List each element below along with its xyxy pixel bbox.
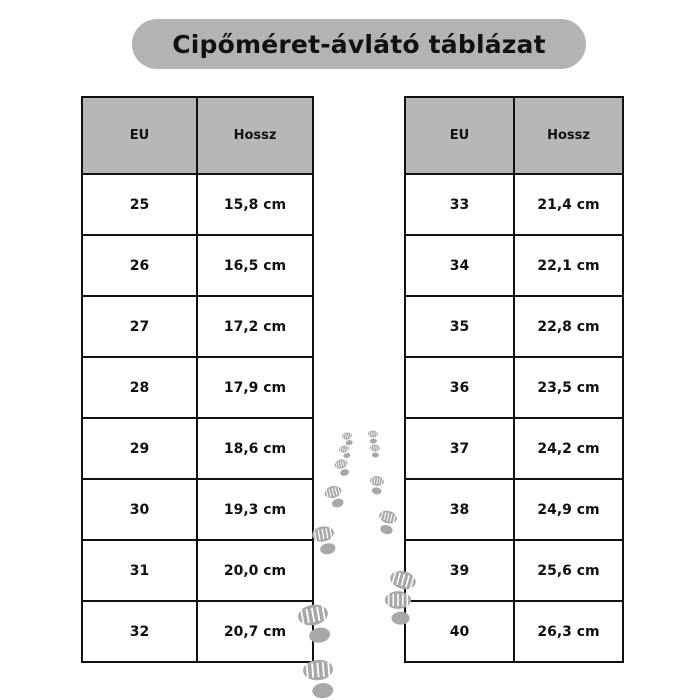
length-cell: 19,3 cm [196,478,314,541]
length-cell: 18,6 cm [196,417,314,480]
table-row: 26 16,5 cm [81,234,314,297]
table-row: 40 26,3 cm [404,600,624,663]
footprint-icon [342,432,353,446]
footprint-icon [368,430,378,444]
eu-size-cell: 27 [81,295,198,358]
length-cell: 24,2 cm [513,417,624,480]
length-cell: 20,7 cm [196,600,314,663]
header-length: Hossz [513,96,624,175]
eu-size-cell: 39 [404,539,515,602]
table-row: 30 19,3 cm [81,478,314,541]
table-row: 29 18,6 cm [81,417,314,480]
table-row: 35 22,8 cm [404,295,624,358]
length-cell: 22,8 cm [513,295,624,358]
eu-size-cell: 30 [81,478,198,541]
eu-size-cell: 26 [81,234,198,297]
eu-size-cell: 29 [81,417,198,480]
footprint-icon [312,526,336,555]
footprint-icon [370,444,380,458]
eu-size-cell: 38 [404,478,515,541]
eu-size-cell: 31 [81,539,198,602]
table-row: 37 24,2 cm [404,417,624,480]
table-row: 33 21,4 cm [404,173,624,236]
footprint-icon [324,485,344,508]
length-cell: 24,9 cm [513,478,624,541]
table-row: 31 20,0 cm [81,539,314,602]
eu-size-cell: 28 [81,356,198,419]
length-cell: 20,0 cm [196,539,314,602]
eu-size-cell: 34 [404,234,515,297]
header-eu: EU [404,96,515,175]
footprint-icon [339,445,351,459]
length-cell: 23,5 cm [513,356,624,419]
length-cell: 17,2 cm [196,295,314,358]
length-cell: 22,1 cm [513,234,624,297]
length-cell: 25,6 cm [513,539,624,602]
eu-size-cell: 37 [404,417,515,480]
length-cell: 17,9 cm [196,356,314,419]
length-cell: 21,4 cm [513,173,624,236]
eu-size-cell: 40 [404,600,515,663]
size-table-left: EU Hossz 25 15,8 cm 26 16,5 cm 27 17,2 cm 28 17… [81,96,314,663]
footprint-icon [303,659,334,699]
eu-size-cell: 33 [404,173,515,236]
length-cell: 16,5 cm [196,234,314,297]
table-row: 36 23,5 cm [404,356,624,419]
table-row: 28 17,9 cm [81,356,314,419]
footprint-icon [370,476,384,495]
header-eu: EU [81,96,198,175]
footprint-icon [334,459,350,476]
table-row: 25 15,8 cm [81,173,314,236]
length-cell: 15,8 cm [196,173,314,236]
eu-size-cell: 25 [81,173,198,236]
table-row: 32 20,7 cm [81,600,314,663]
length-cell: 26,3 cm [513,600,624,663]
page-title: Cipőméret-ávlátó táblázat [132,19,586,69]
table-row: 27 17,2 cm [81,295,314,358]
footprint-icon [379,510,397,535]
eu-size-cell: 32 [81,600,198,663]
table-row: 34 22,1 cm [404,234,624,297]
eu-size-cell: 36 [404,356,515,419]
table-row: 38 24,9 cm [404,478,624,541]
table-row: 39 25,6 cm [404,539,624,602]
header-length: Hossz [196,96,314,175]
size-table-right: EU Hossz 33 21,4 cm 34 22,1 cm 35 22,8 cm 36 23… [404,96,624,663]
eu-size-cell: 35 [404,295,515,358]
